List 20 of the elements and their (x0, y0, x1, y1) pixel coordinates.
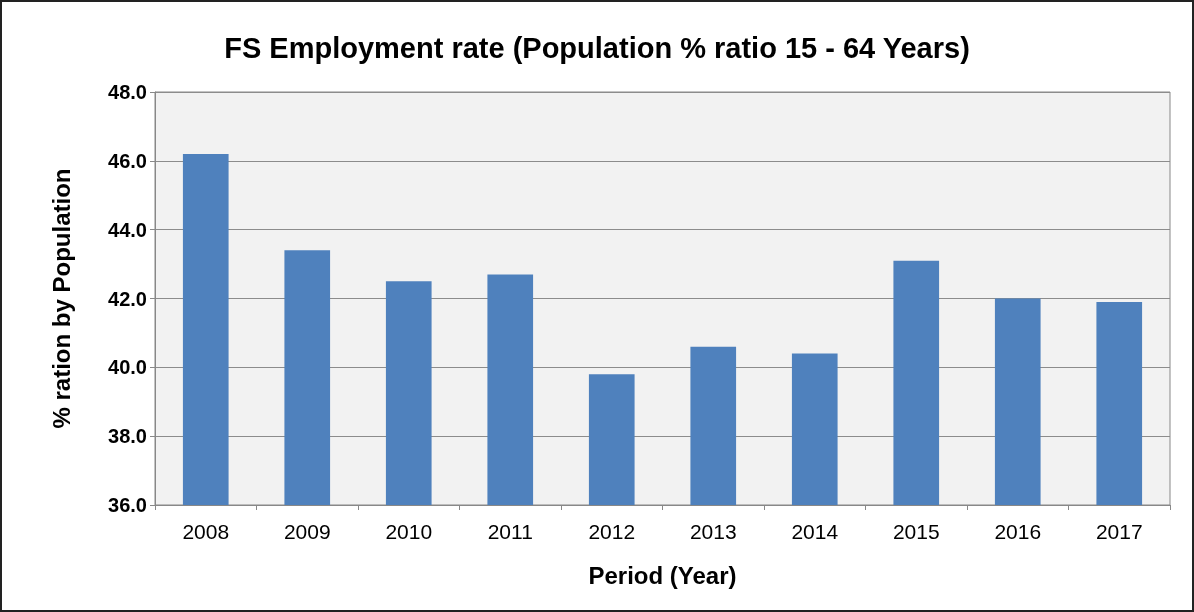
chart-title: FS Employment rate (Population % ratio 15 - 64 Years) (224, 31, 970, 64)
y-tick-label: 42.0 (108, 287, 147, 310)
y-tick-label: 48.0 (108, 81, 147, 103)
x-tick-label: 2017 (1095, 520, 1143, 543)
x-tick-label: 2014 (791, 520, 839, 543)
x-tick-label: 2008 (182, 520, 230, 543)
y-tick-label: 46.0 (108, 149, 147, 172)
x-tick-label: 2015 (892, 520, 940, 543)
y-tick-label: 38.0 (108, 425, 147, 448)
x-tick-label: 2010 (385, 520, 433, 543)
x-tick-label: 2011 (487, 520, 533, 543)
y-tick-label: 44.0 (108, 218, 147, 241)
x-tick-label: 2009 (283, 520, 331, 543)
y-tick-label: 36.0 (108, 494, 147, 516)
y-tick-label: 40.0 (108, 356, 147, 379)
x-tick-label: 2016 (994, 520, 1042, 543)
x-tick-label: 2013 (689, 520, 737, 543)
x-axis-title: Period (Year) (588, 561, 737, 589)
y-axis-title: % ration by Population (47, 168, 75, 429)
x-tick-label: 2012 (588, 520, 636, 543)
